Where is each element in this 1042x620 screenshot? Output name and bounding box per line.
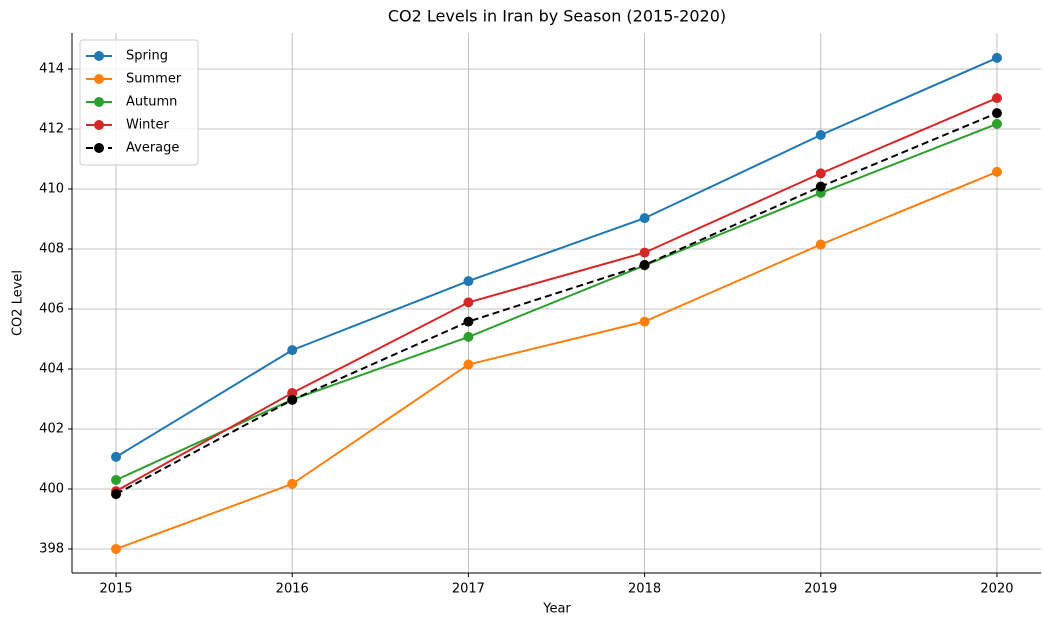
data-point	[287, 478, 298, 489]
y-tick-label: 402	[39, 422, 64, 437]
data-point	[463, 359, 474, 370]
y-tick-label: 406	[39, 302, 64, 317]
data-point	[463, 331, 474, 342]
y-axis-label: CO2 Level	[11, 270, 26, 336]
legend-marker	[94, 143, 104, 153]
legend-label: Winter	[126, 118, 170, 133]
series-line	[115, 97, 998, 492]
data-point	[287, 394, 298, 405]
series-line	[115, 112, 998, 495]
data-point	[287, 345, 298, 356]
data-point	[815, 181, 826, 192]
data-point	[639, 247, 650, 258]
y-tick-label: 412	[39, 122, 64, 137]
legend-label: Spring	[126, 49, 168, 64]
legend-marker	[94, 74, 104, 84]
data-point	[815, 239, 826, 250]
data-point	[111, 544, 122, 554]
x-tick-label: 2016	[276, 582, 309, 597]
data-point	[639, 213, 650, 224]
legend-marker	[94, 51, 104, 61]
y-tick-label: 414	[39, 62, 64, 77]
legend-marker	[94, 97, 104, 107]
data-point	[287, 388, 298, 398]
series-line	[115, 170, 998, 550]
data-point	[991, 166, 1002, 177]
data-point	[463, 297, 474, 308]
data-point	[111, 475, 122, 485]
x-tick-label: 2020	[980, 582, 1013, 597]
series-line	[115, 122, 998, 481]
x-tick-label: 2018	[628, 582, 661, 597]
legend-box	[79, 39, 199, 166]
series-line	[115, 56, 998, 458]
chart-title: CO2 Levels in Iran by Season (2015-2020)	[388, 7, 726, 26]
data-point	[463, 316, 474, 327]
data-point	[111, 489, 122, 500]
legend-label: Autumn	[126, 95, 177, 110]
y-tick-label: 408	[39, 242, 64, 257]
data-point	[991, 93, 1002, 104]
y-tick-label: 410	[39, 182, 64, 197]
y-tick-label: 398	[39, 542, 64, 557]
data-point	[991, 118, 1002, 129]
data-point	[815, 130, 826, 140]
data-point	[639, 316, 650, 327]
x-tick-label: 2017	[452, 582, 485, 597]
data-point	[815, 168, 826, 179]
x-axis-label: Year	[542, 602, 571, 617]
x-tick-label: 2015	[99, 582, 132, 597]
data-point	[991, 108, 1002, 119]
legend-label: Summer	[126, 72, 182, 87]
legend-marker	[94, 120, 104, 130]
x-tick-label: 2019	[804, 582, 837, 597]
y-tick-label: 400	[39, 482, 64, 497]
data-point	[463, 276, 474, 287]
data-point	[991, 52, 1002, 63]
data-point	[111, 451, 122, 462]
y-tick-label: 404	[39, 362, 64, 377]
legend-label: Average	[126, 141, 179, 156]
data-point	[639, 259, 650, 270]
